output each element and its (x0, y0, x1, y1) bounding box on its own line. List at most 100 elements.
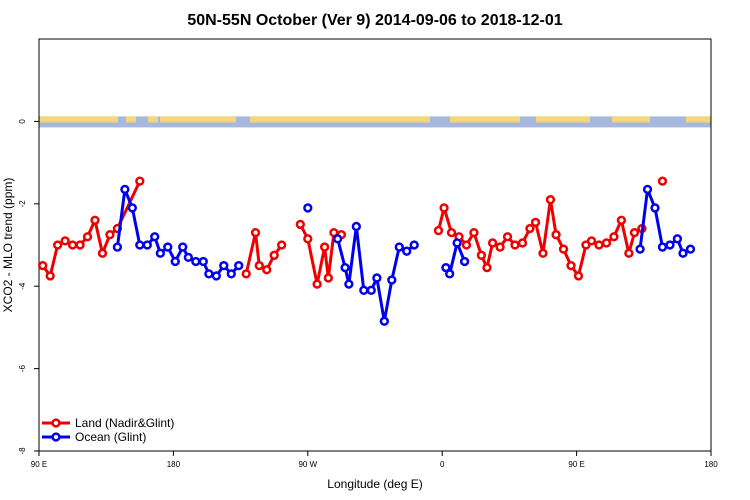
data-point (198, 256, 208, 267)
data-point (525, 223, 535, 234)
data-point (155, 248, 165, 258)
data-point (366, 285, 376, 295)
data-point (67, 240, 78, 250)
land-ocean-band (39, 116, 711, 128)
data-point (191, 256, 201, 267)
land-band-segment (450, 116, 520, 123)
data-point (538, 248, 548, 258)
data-point (510, 240, 520, 250)
land-band-segment (536, 116, 590, 123)
land-band-segment (612, 116, 650, 123)
land-band-segment (126, 116, 136, 123)
data-point (277, 240, 287, 250)
x-tick-label: 90 W (298, 460, 317, 469)
data-point (303, 203, 313, 213)
x-tick-label: 90 E (31, 460, 47, 469)
plot-frame (38, 38, 712, 452)
data-point (254, 260, 264, 271)
data-point (250, 227, 261, 238)
legend: Land (Nadir&Glint)Ocean (Glint) (42, 416, 174, 444)
data-point (127, 203, 137, 213)
data-point (323, 273, 333, 283)
data-point (558, 244, 569, 254)
data-point (183, 252, 193, 263)
data-point (319, 242, 330, 252)
data-point (379, 316, 389, 326)
data-point (135, 240, 145, 250)
data-point (303, 234, 313, 244)
data-point (495, 242, 505, 252)
series-ocean (112, 184, 696, 326)
y-tick-label: -8 (18, 447, 27, 455)
data-point (97, 248, 108, 258)
data-point (433, 225, 444, 236)
data-point (178, 242, 188, 252)
x-axis: 90 E 180 90 W 0 90 E 180 (31, 451, 718, 469)
data-point (394, 242, 404, 252)
data-point (672, 234, 683, 244)
data-point (502, 232, 513, 242)
data-point (340, 263, 350, 273)
data-point (441, 263, 451, 273)
y-tick-label: -2 (18, 200, 27, 208)
legend-marker (51, 432, 61, 442)
data-point (387, 275, 397, 285)
data-point (409, 240, 419, 250)
data-point (234, 260, 244, 271)
data-point (461, 240, 472, 250)
data-point (452, 238, 462, 248)
data-point (262, 265, 272, 275)
data-point (609, 232, 619, 242)
data-point (657, 242, 668, 252)
x-tick-label: 90 E (568, 460, 584, 469)
data-point (112, 242, 123, 252)
data-point (295, 219, 305, 230)
data-point (204, 269, 214, 279)
data-point (601, 238, 612, 248)
data-point (629, 227, 640, 238)
data-point (226, 269, 236, 279)
data-point (90, 215, 100, 225)
land-band-segment (148, 116, 158, 123)
y-axis: 0 -2 -4 -6 -8 (18, 119, 39, 455)
data-point (45, 271, 55, 281)
data-point (439, 203, 449, 213)
data-point (487, 238, 498, 248)
data-point (351, 221, 361, 232)
legend-label: Land (Nadir&Glint) (75, 416, 174, 430)
series-land (38, 176, 668, 289)
chart-title: 50N-55N October (Ver 9) 2014-09-06 to 20… (187, 12, 562, 29)
data-point (38, 260, 48, 271)
data-point (344, 279, 354, 289)
data-point (163, 242, 173, 252)
data-point (170, 256, 180, 267)
data-point (566, 260, 576, 271)
data-point (650, 203, 660, 213)
data-point (586, 236, 597, 246)
data-point (624, 248, 634, 258)
data-point (445, 269, 455, 279)
series-layer (38, 176, 696, 326)
data-point (372, 273, 382, 283)
y-tick-label: 0 (18, 119, 27, 124)
data-point (665, 240, 675, 250)
data-point (402, 246, 412, 256)
data-point (517, 238, 528, 248)
data-point (476, 250, 487, 260)
data-point (333, 234, 343, 244)
x-tick-label: 180 (167, 460, 181, 469)
data-point (616, 215, 627, 225)
land-band-segment (160, 116, 236, 123)
y-tick-label: -6 (18, 364, 27, 372)
data-point (530, 217, 541, 227)
data-point (359, 285, 369, 295)
data-point (60, 236, 70, 246)
data-point (142, 240, 152, 250)
data-point (135, 176, 145, 186)
data-point (657, 176, 668, 186)
data-point (678, 248, 688, 258)
data-point (82, 232, 93, 242)
land-band-segment (686, 116, 711, 123)
data-point (312, 279, 322, 289)
data-point (573, 271, 584, 281)
